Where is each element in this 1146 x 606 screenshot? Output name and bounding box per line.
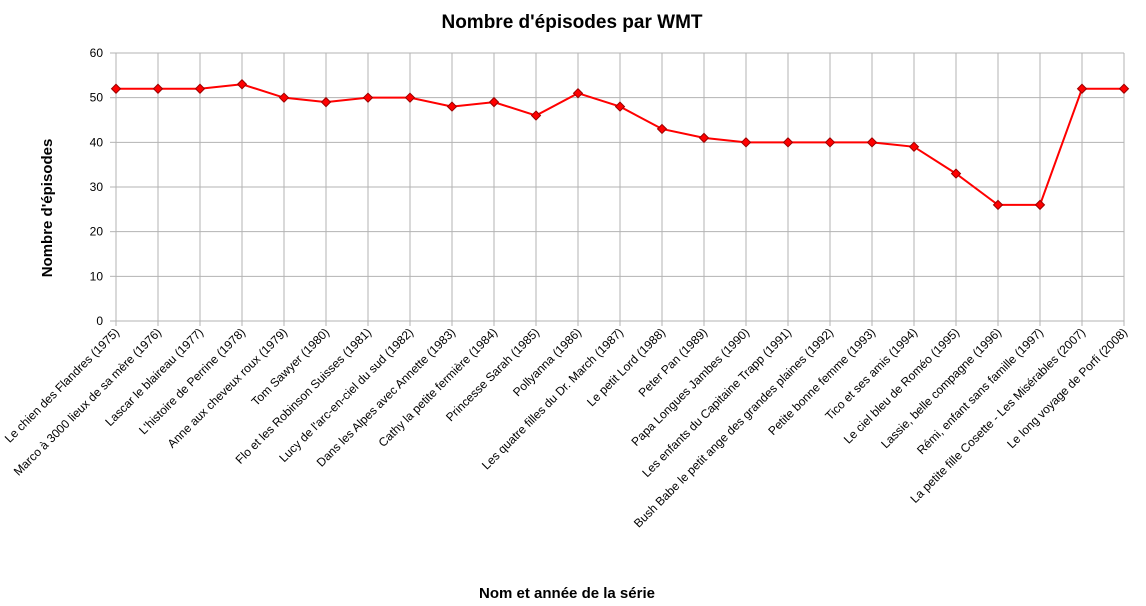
data-point [404, 92, 416, 103]
data-point [740, 137, 752, 148]
data-point [866, 137, 878, 148]
x-tick-label: Bush Babe le petit ange des grandes plai… [631, 325, 836, 530]
data-point [152, 83, 164, 94]
x-tick-label: Tom Sawyer (1980) [249, 325, 332, 408]
y-tick-label: 20 [90, 225, 104, 239]
data-point [194, 83, 206, 94]
y-tick-label: 30 [90, 180, 104, 194]
data-point [698, 132, 710, 144]
data-point [572, 87, 584, 99]
data-point [278, 92, 290, 103]
data-point [1118, 83, 1130, 94]
y-axis-title: Nombre d'épisodes [39, 139, 56, 278]
y-tick-label: 50 [90, 91, 104, 105]
data-point [320, 96, 332, 108]
data-point [824, 137, 836, 148]
y-tick-label: 10 [90, 269, 104, 283]
data-point [782, 137, 794, 148]
y-tick-label: 40 [90, 135, 104, 149]
data-point [110, 83, 122, 94]
data-point [950, 168, 962, 179]
data-point [908, 141, 920, 153]
data-point [1076, 83, 1088, 94]
data-point [614, 101, 626, 112]
data-point [530, 110, 542, 121]
data-point [446, 101, 458, 112]
x-axis-title: Nom et année de la série [479, 585, 655, 602]
data-point [362, 92, 374, 103]
chart-title: Nombre d'épisodes par WMT [441, 12, 702, 33]
data-point [488, 96, 500, 108]
data-point [656, 123, 668, 135]
x-tick-label: Marco à 3000 lieux de sa mère (1976) [11, 325, 164, 478]
x-tick-label: Le petit Lord (1988) [584, 325, 668, 409]
x-tick-label: Les enfants du Capitaine Trapp (1991) [639, 325, 794, 480]
data-point [236, 79, 248, 90]
y-tick-label: 60 [90, 46, 104, 60]
y-tick-label: 0 [96, 314, 103, 328]
data-point [992, 199, 1004, 211]
data-point [1034, 199, 1046, 211]
